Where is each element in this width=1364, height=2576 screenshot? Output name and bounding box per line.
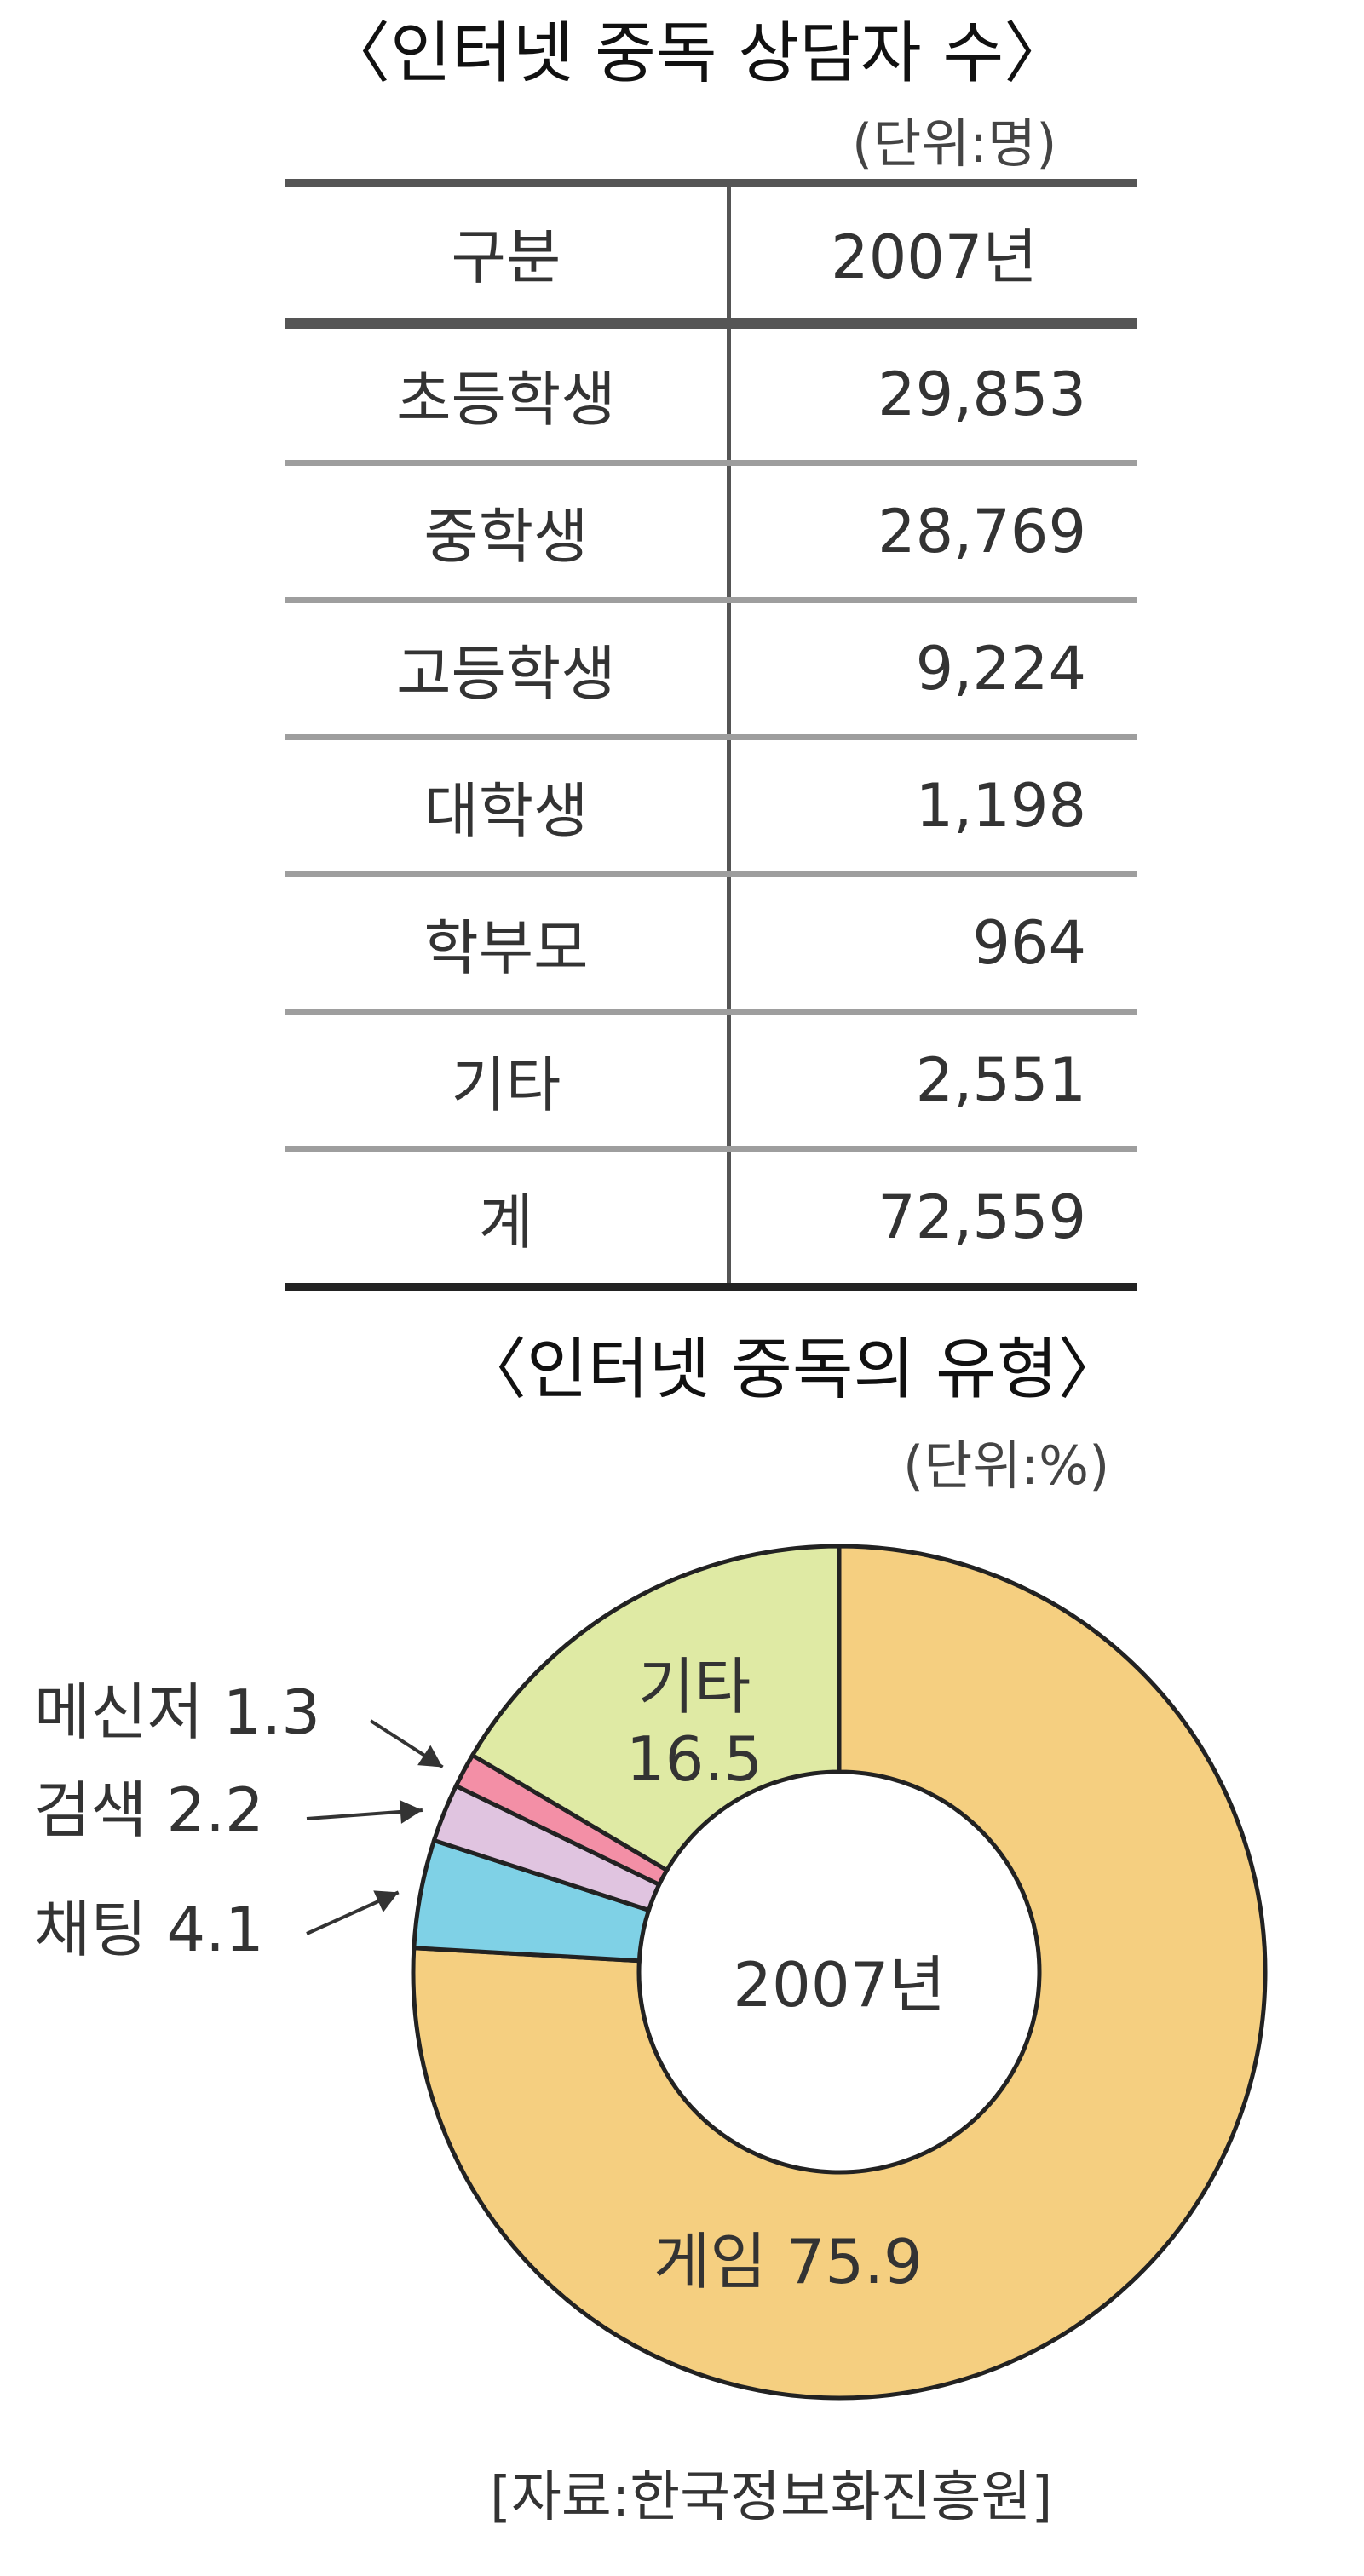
donut-slices [411,1544,1268,2401]
table-row: 학부모 964 [285,874,1137,1015]
slice-label-search: 검색 2.2 [34,1774,264,1846]
slice-label-etc-name: 기타 [638,1651,751,1722]
table-row: 초등학생 29,853 [285,323,1137,466]
donut-slice-0 [411,1544,1268,2401]
table-header-row: 구분 2007년 [285,179,1137,329]
slice-label-chat: 채팅 4.1 [34,1894,264,1965]
row-category: 기타 [285,1011,731,1152]
donut-callouts [306,1719,444,1935]
row-value: 1,198 [728,737,1137,877]
slice-label-game: 게임 75.9 [653,2226,923,2297]
row-category: 학부모 [285,874,731,1015]
table-row-total: 계 72,559 [285,1148,1137,1291]
callout-arrowhead-2 [399,1799,423,1824]
table-row: 고등학생 9,224 [285,600,1137,740]
table-row: 대학생 1,198 [285,737,1137,877]
pie-title: 〈인터넷 중독의 유형〉 [460,1331,1125,1408]
counselee-table: 구분 2007년 초등학생 29,853 중학생 28,769 고등학생 9,2… [285,179,1137,1291]
row-value: 28,769 [728,463,1137,603]
table-row: 기타 2,551 [285,1011,1137,1152]
table-title: 〈인터넷 중독 상담자 수〉 [324,15,1071,92]
row-category: 계 [285,1148,731,1291]
row-category: 중학생 [285,463,731,603]
donut-center-label: 2007년 [733,1949,945,2021]
slice-label-etc-value: 16.5 [626,1723,763,1795]
callout-arrowhead-1 [373,1890,399,1912]
row-value: 29,853 [728,323,1137,466]
source-note: [자료:한국정보화진흥원] [490,2466,1053,2529]
table-unit-label: (단위:명) [852,112,1057,175]
row-category: 초등학생 [285,323,731,466]
donut-slice-4 [469,1544,842,1873]
row-category: 고등학생 [285,600,731,740]
row-value: 72,559 [728,1148,1137,1291]
row-category: 대학생 [285,737,731,877]
table-row: 중학생 28,769 [285,463,1137,603]
column-header-category: 구분 [285,179,731,329]
row-value: 9,224 [728,600,1137,740]
donut-chart: 2007년 게임 75.9 채팅 4.1 검색 2.2 메신저 1.3 기타 1… [34,1544,1268,2401]
callout-arrowhead-3 [417,1745,443,1768]
row-value: 2,551 [728,1011,1137,1152]
slice-label-messenger: 메신저 1.3 [34,1676,320,1748]
pie-unit-label: (단위:%) [903,1435,1110,1497]
row-value: 964 [728,874,1137,1015]
column-header-year: 2007년 [728,179,1137,329]
